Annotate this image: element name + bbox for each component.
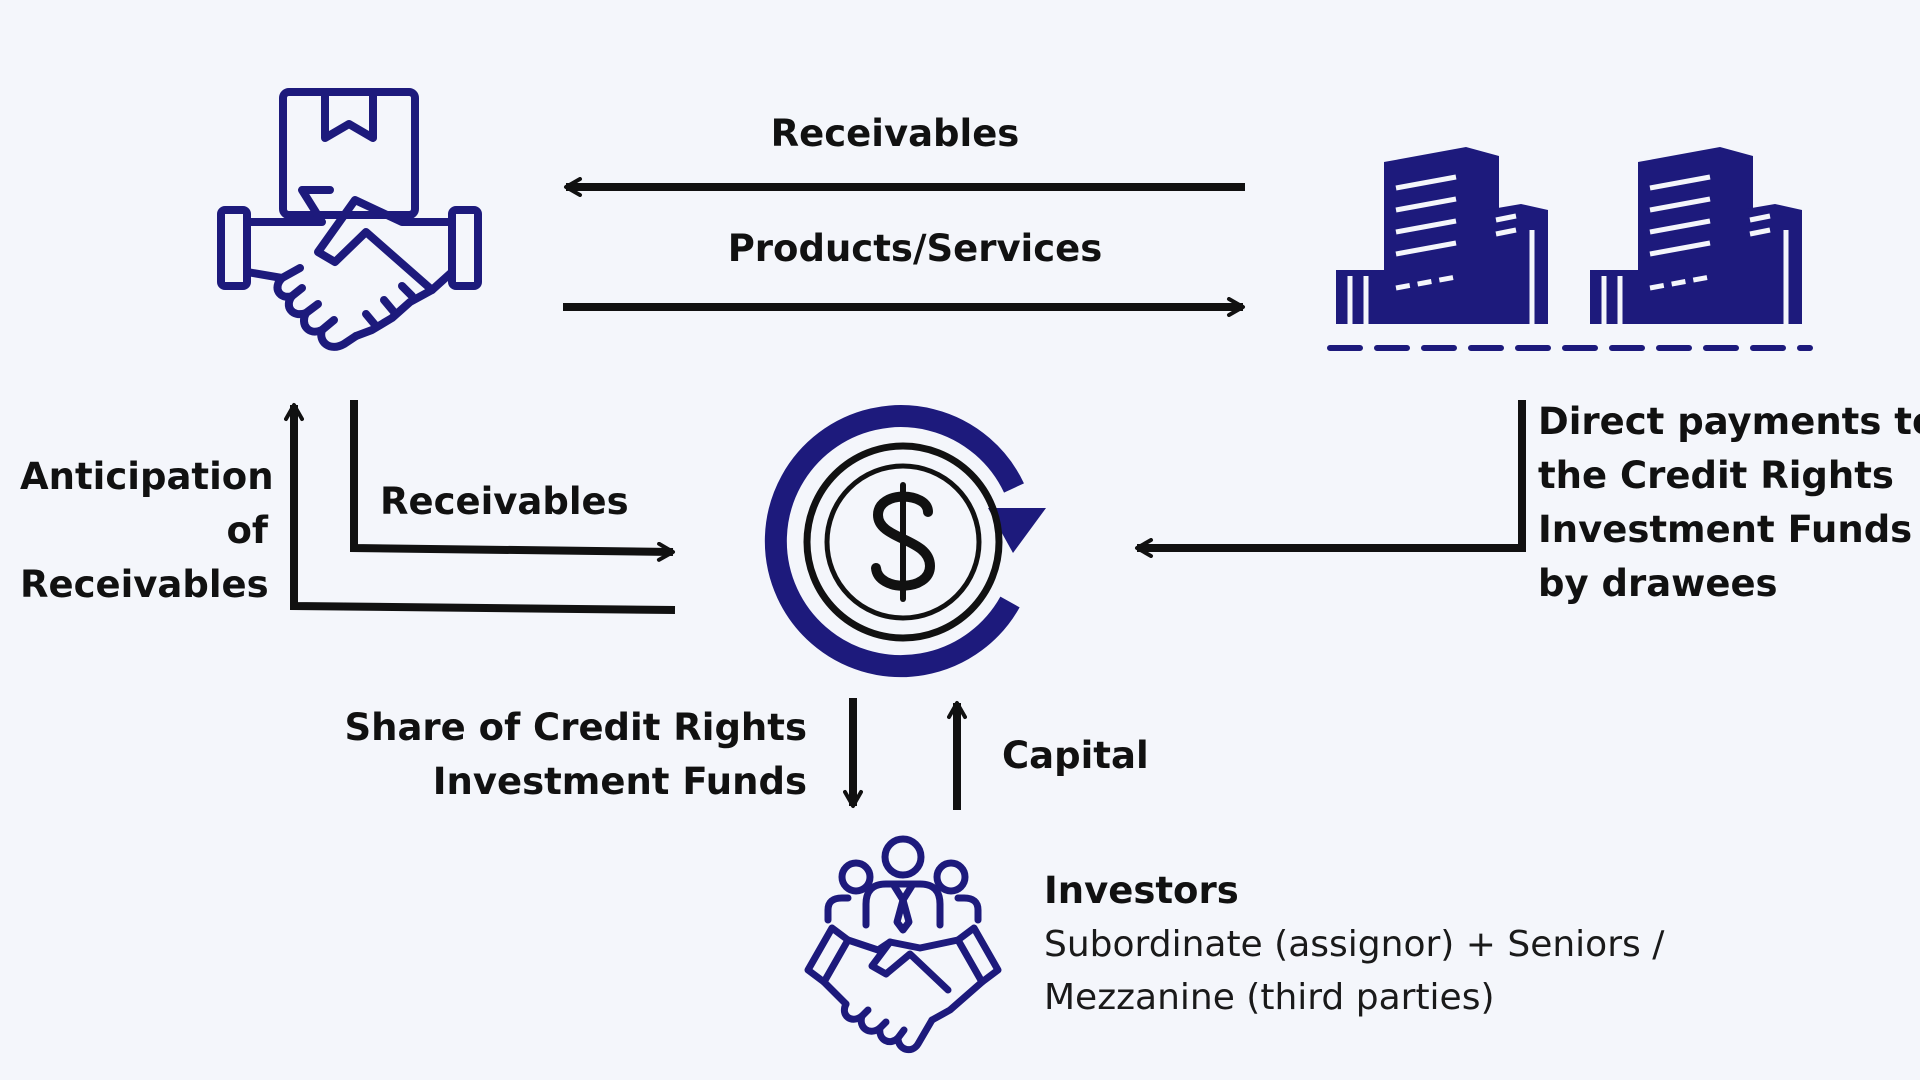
investors-block: Investors Subordinate (assignor) + Senio… [1044,864,1664,1024]
label-direct-payments-line-3: Investment Funds [1538,508,1913,551]
handshake-box-icon [217,88,482,351]
label-direct-payments-line-4: by drawees [1538,562,1778,605]
investors-handshake-icon [804,835,1002,1054]
building-left-windows [1347,174,1535,324]
label-receivables-top: Receivables [770,112,1020,155]
label-anticipation-line-3: Receivables [20,563,269,606]
arrow-direct-payments-to-fund [1135,400,1526,558]
building-right-windows [1601,174,1789,324]
label-capital: Capital [1002,734,1149,777]
label-anticipation-line-2: of [226,509,268,552]
label-direct-payments: Direct payments to the Credit Rights Inv… [1538,395,1920,611]
buildings-icon [1327,147,1813,351]
dollar-coin-cycle-icon [764,405,1046,678]
label-investors-title: Investors [1044,869,1239,912]
label-direct-payments-line-1: Direct payments to [1538,400,1920,443]
label-anticipation: Anticipation of Receivables [20,450,274,612]
label-investors-desc-line-1: Subordinate (assignor) + Seniors / [1044,924,1665,965]
label-receivables-mid: Receivables [380,480,629,523]
label-direct-payments-line-2: the Credit Rights [1538,454,1894,497]
label-share: Share of Credit Rights Investment Funds [330,701,807,809]
label-share-line-1: Share of Credit Rights [344,706,807,749]
label-anticipation-line-1: Anticipation [20,455,274,498]
label-investors-desc-line-2: Mezzanine (third parties) [1044,977,1495,1018]
label-share-line-2: Investment Funds [432,760,807,803]
arrow-receivables-to-fund [350,400,675,562]
arrow-anticipation-to-assignor [284,403,676,614]
label-products-services: Products/Services [727,227,1103,270]
